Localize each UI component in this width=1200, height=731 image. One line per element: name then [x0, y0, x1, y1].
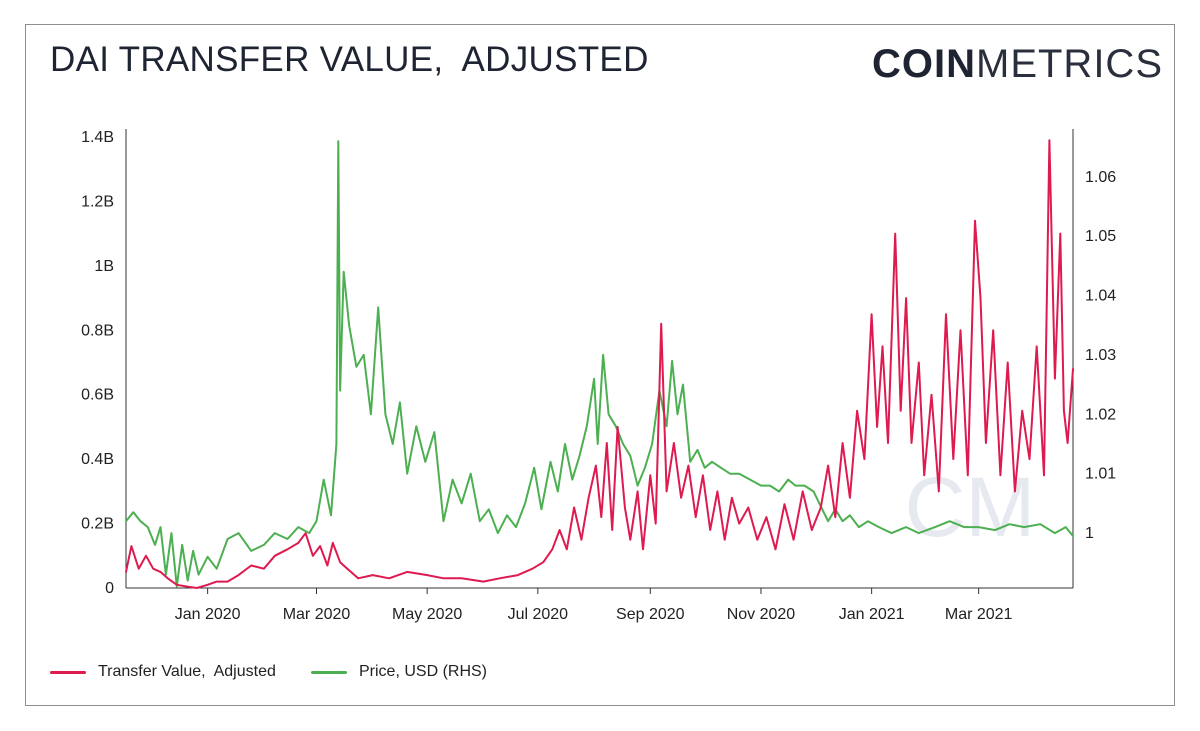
x-tick-label: Nov 2020: [727, 606, 796, 623]
legend-swatch-price: [311, 670, 347, 674]
x-tick-label: Mar 2021: [945, 606, 1013, 623]
right-tick-label: 1.02: [1085, 406, 1116, 423]
x-tick-label: Mar 2020: [283, 606, 351, 623]
right-tick-label: 1.01: [1085, 466, 1116, 483]
legend-label-transfer: Transfer Value, Adjusted: [98, 663, 276, 680]
legend-item-transfer[interactable]: Transfer Value, Adjusted: [50, 660, 276, 684]
legend-item-price[interactable]: Price, USD (RHS): [311, 660, 487, 684]
left-tick-label: 0.8B: [81, 322, 114, 339]
x-tick-label: Sep 2020: [616, 606, 685, 623]
legend-label-price: Price, USD (RHS): [359, 663, 488, 680]
series-lines: [125, 139, 1074, 589]
x-tick-label: Jul 2020: [508, 606, 569, 623]
left-tick-label: 1.4B: [81, 129, 114, 146]
x-tick-label: May 2020: [392, 606, 462, 623]
left-tick-label: 1B: [94, 258, 114, 275]
chart-title: DAI TRANSFER VALUE, ADJUSTED: [50, 40, 649, 79]
x-tick-label: Jan 2020: [175, 606, 241, 623]
left-tick-label: 0.6B: [81, 387, 114, 404]
coinmetrics-logo: COINMETRICS: [872, 42, 1163, 87]
x-axis-ticks: Jan 2020 Mar 2020 May 2020 Jul 2020 Sep 2020…: [175, 588, 1013, 623]
right-tick-label: 1: [1085, 525, 1094, 542]
left-axis-ticks: 0 0.2B 0.4B 0.6B 0.8B 1B 1.2B 1.4B: [81, 129, 114, 597]
right-axis-ticks: 1 1.01 1.02 1.03 1.04 1.05 1.06: [1085, 169, 1116, 542]
legend-swatch-transfer: [50, 670, 86, 674]
right-tick-label: 1.06: [1085, 169, 1116, 186]
left-tick-label: 0: [105, 580, 114, 597]
series-line-price: [125, 140, 1074, 588]
logo-light-text: METRICS: [976, 42, 1163, 86]
logo-bold-text: COIN: [872, 42, 976, 86]
right-tick-label: 1.05: [1085, 228, 1116, 245]
right-tick-label: 1.03: [1085, 347, 1116, 364]
chart-axes: [125, 129, 1074, 589]
series-line-transfer-value: [125, 139, 1074, 589]
right-tick-label: 1.04: [1085, 288, 1116, 305]
left-tick-label: 1.2B: [81, 193, 114, 210]
left-tick-label: 0.2B: [81, 516, 114, 533]
x-tick-label: Jan 2021: [839, 606, 905, 623]
left-tick-label: 0.4B: [81, 451, 114, 468]
